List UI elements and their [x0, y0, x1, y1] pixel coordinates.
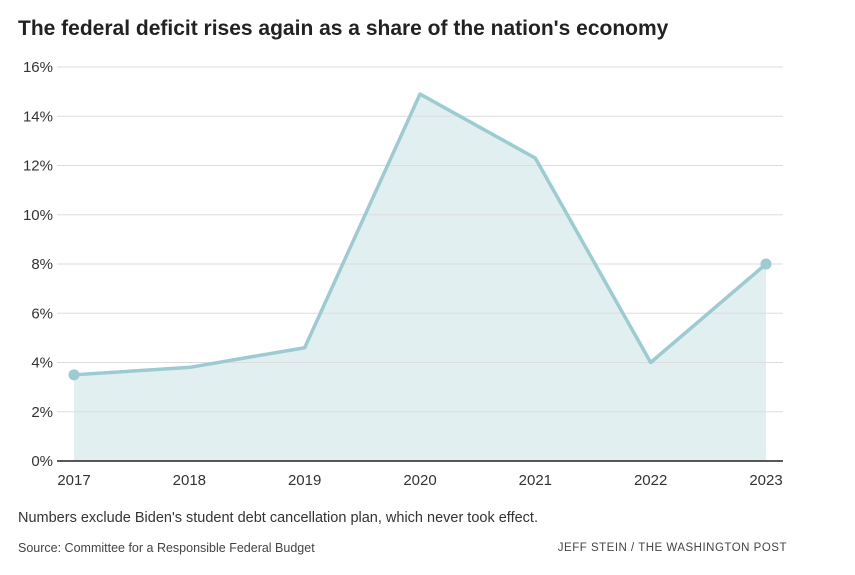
- x-tick-label: 2021: [519, 472, 552, 489]
- y-tick-label: 12%: [23, 158, 53, 175]
- x-tick-label: 2023: [749, 472, 782, 489]
- chart-credit: JEFF STEIN / THE WASHINGTON POST: [557, 542, 787, 554]
- y-tick-label: 14%: [23, 108, 53, 125]
- y-tick-label: 2%: [31, 404, 53, 421]
- y-tick-label: 10%: [23, 207, 53, 224]
- x-tick-label: 2017: [57, 472, 90, 489]
- y-tick-label: 8%: [31, 256, 53, 273]
- x-tick-label: 2019: [288, 472, 321, 489]
- y-tick-label: 4%: [31, 355, 53, 372]
- y-tick-label: 6%: [31, 305, 53, 322]
- area-fill: [74, 94, 766, 462]
- area-chart: 0% 2% 4% 6% 8% 10% 12% 14% 16% 2017 2018 2019 2020 20…: [23, 59, 783, 489]
- data-point-end: [760, 258, 772, 270]
- data-point-start: [68, 369, 80, 381]
- x-tick-label: 2022: [634, 472, 667, 489]
- y-tick-label: 16%: [23, 59, 53, 76]
- x-tick-label: 2020: [403, 472, 436, 489]
- series-line: [73, 92, 768, 377]
- y-tick-label: 0%: [31, 453, 53, 470]
- chart-note: Numbers exclude Biden's student debt can…: [18, 510, 538, 526]
- chart-title: The federal deficit rises again as a sha…: [18, 17, 669, 40]
- x-tick-label: 2018: [173, 472, 206, 489]
- chart-source: Source: Committee for a Responsible Fede…: [18, 541, 315, 555]
